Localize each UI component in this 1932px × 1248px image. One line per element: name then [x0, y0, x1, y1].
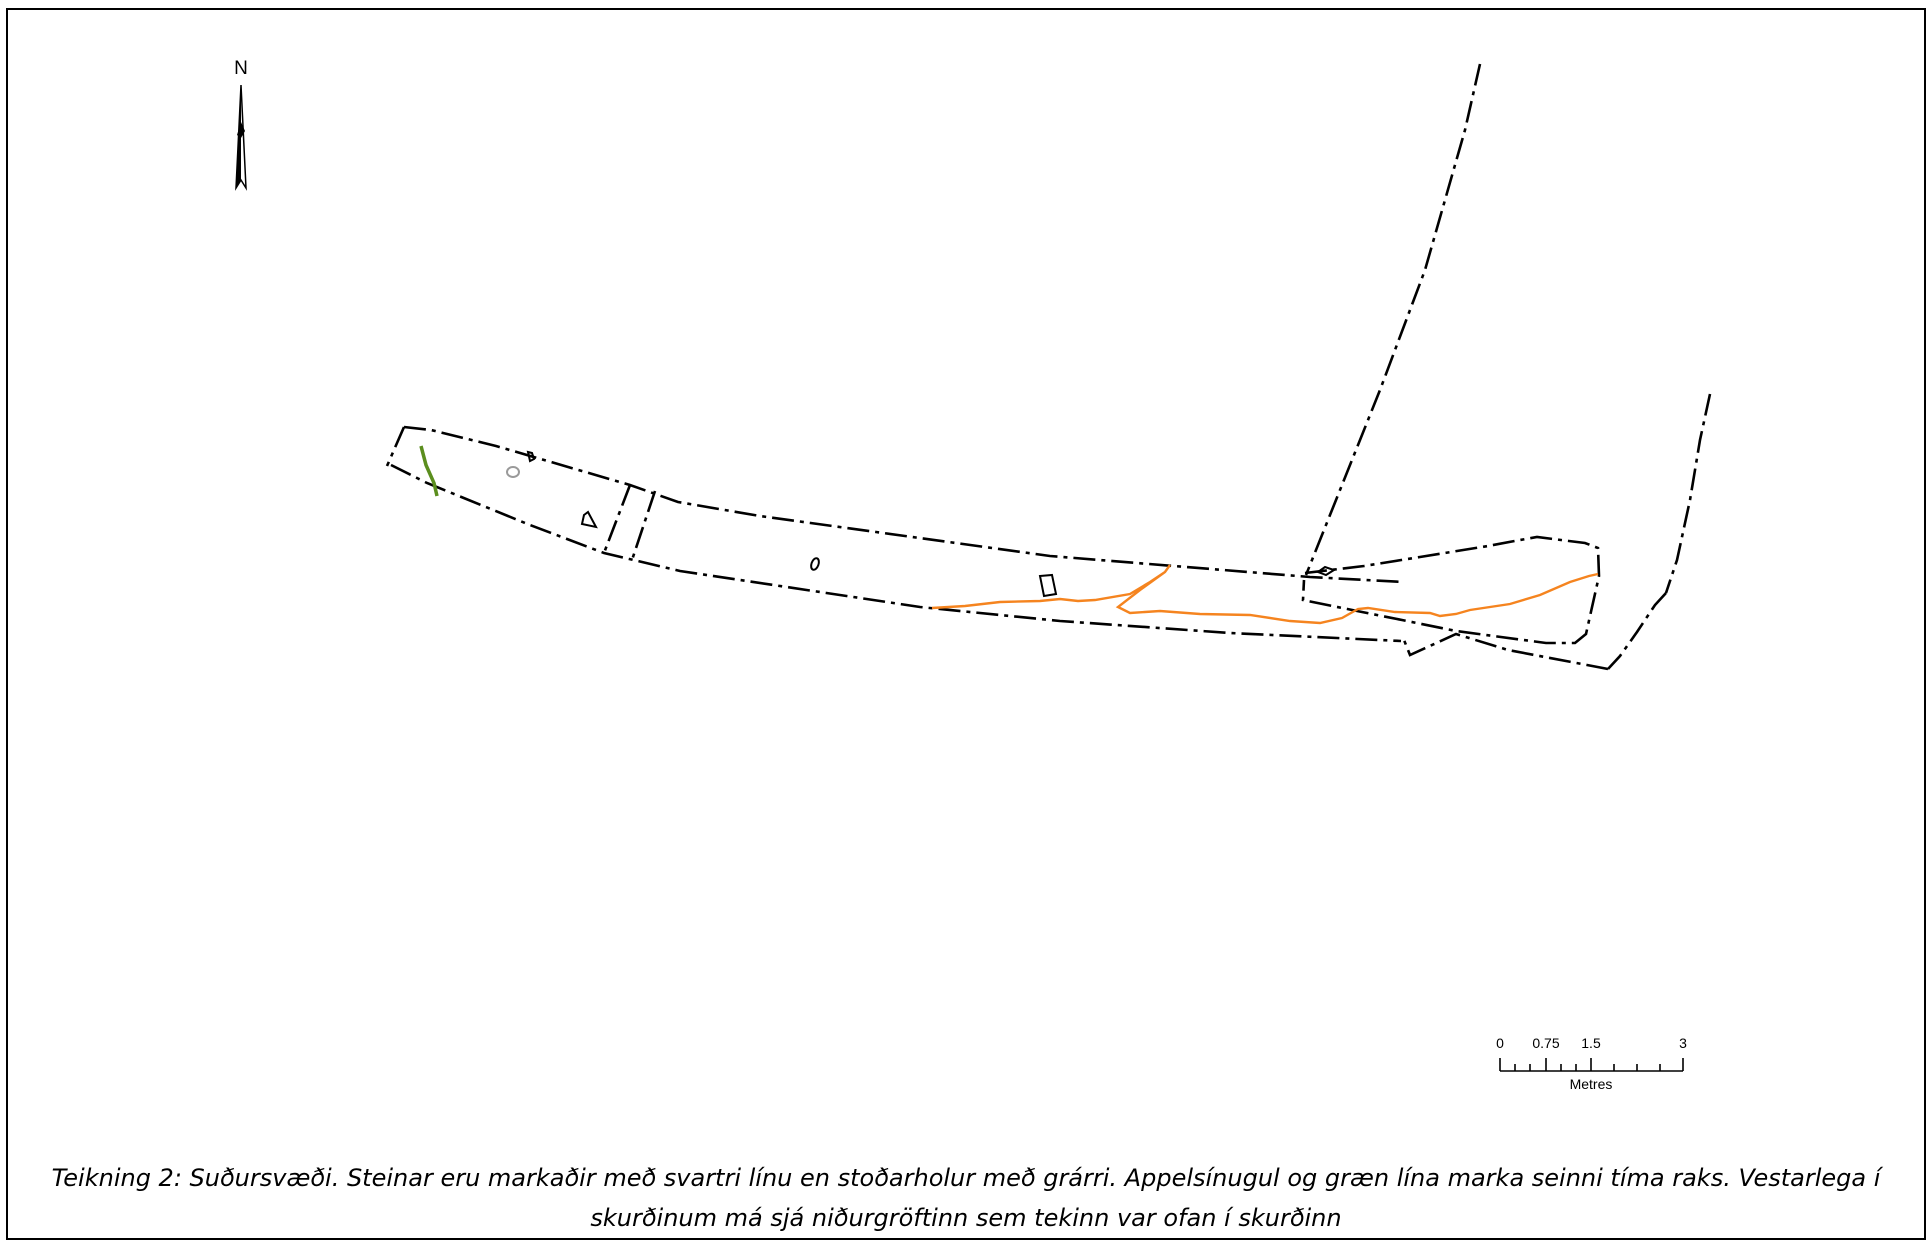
green-line	[419, 445, 439, 497]
map-frame	[6, 8, 1926, 1240]
scale-tick-label: 1.5	[1581, 1035, 1601, 1051]
stone	[810, 557, 820, 571]
north-arrow-icon: N	[234, 58, 248, 191]
stone	[1315, 565, 1337, 577]
trench-west-section	[403, 425, 1404, 584]
trench-large-line-1	[1304, 63, 1482, 576]
trench-south-edge	[390, 463, 1402, 643]
trench-large-line-3	[1607, 592, 1667, 670]
scale-unit-label: Metres	[1570, 1076, 1613, 1092]
scale-tick-label: 0	[1496, 1035, 1504, 1051]
posthole	[506, 466, 520, 478]
stones	[526, 450, 1337, 598]
trench-east-box	[1301, 535, 1601, 645]
north-label: N	[234, 58, 248, 79]
orange-line	[931, 564, 1599, 625]
scale-tick-label: 0.75	[1532, 1035, 1559, 1051]
caption-line-2: skurðinum má sjá niðurgröftinn sem tekin…	[590, 1204, 1342, 1232]
scale-tick-label: 3	[1679, 1035, 1687, 1051]
trench-large-line-4	[1402, 632, 1609, 671]
scale-bar: 0 0.75 1.5 3 Metres	[1496, 1035, 1687, 1092]
stone	[580, 510, 598, 529]
caption-line-1: Teikning 2: Suðursvæði. Steinar eru mark…	[51, 1164, 1881, 1192]
trench-baulk-a	[602, 484, 632, 554]
figure-caption: Teikning 2: Suðursvæði. Steinar eru mark…	[40, 1158, 1892, 1238]
stone	[526, 450, 536, 463]
trench-large-line-2	[1664, 393, 1712, 594]
trench-baulk-b	[630, 490, 657, 561]
trench-west-end	[385, 426, 406, 467]
trench-outline	[385, 63, 1712, 671]
stone	[1038, 573, 1058, 598]
